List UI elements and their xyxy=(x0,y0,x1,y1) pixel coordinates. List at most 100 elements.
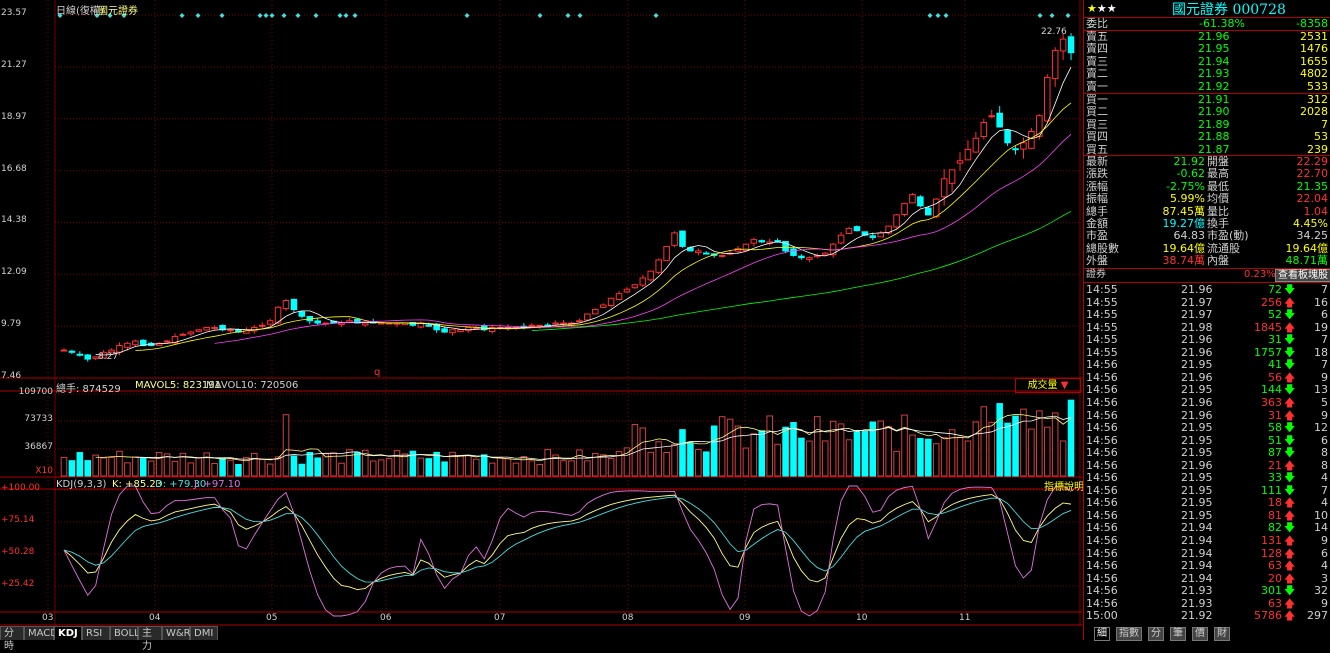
indicator-help-link[interactable]: 指標說明 xyxy=(1044,482,1084,493)
volume-indicator-select[interactable]: 成交量 ▼ xyxy=(1015,378,1081,393)
volume-bar xyxy=(1036,410,1043,477)
candle-body xyxy=(258,324,266,327)
tab-boll[interactable]: BOLL xyxy=(110,626,140,640)
candle-body xyxy=(869,235,877,238)
up-arrow-icon: 🡅 xyxy=(1284,320,1296,334)
price-tick: 14.38 xyxy=(1,215,27,226)
volume-bar xyxy=(219,457,226,477)
tab-wr[interactable]: W&R xyxy=(162,626,191,640)
trade-price: 21.94 xyxy=(1181,521,1213,535)
candle-body xyxy=(203,327,210,331)
volume-bar xyxy=(298,463,306,477)
panel-tab-5[interactable]: 財 xyxy=(1214,627,1230,641)
down-arrow-icon: 🡇 xyxy=(1284,483,1296,497)
event-diamond-marker xyxy=(537,13,543,18)
volume-bar xyxy=(290,455,298,477)
up-arrow-icon: 🡅 xyxy=(1284,559,1296,573)
panel-tab-4[interactable]: 價 xyxy=(1192,627,1208,641)
candle-body xyxy=(702,252,710,255)
volume-bar xyxy=(758,430,766,477)
event-diamond-marker xyxy=(179,13,185,18)
panel-tab-1[interactable]: 指數 xyxy=(1116,627,1142,641)
bid-label: 買二 xyxy=(1086,105,1108,119)
view-sector-button[interactable]: 查看板塊股 xyxy=(1275,269,1330,282)
up-arrow-icon: 🡅 xyxy=(1284,408,1296,422)
volume-tick: 36867 xyxy=(24,442,53,452)
volume-bar xyxy=(449,451,456,477)
mavol-line-10 xyxy=(135,415,1072,460)
volume-bar xyxy=(901,414,908,477)
committee-diff: -8358 xyxy=(1296,17,1328,30)
volume-bar xyxy=(679,429,686,477)
favorite-stars-icon[interactable]: ★★★ xyxy=(1087,2,1117,15)
ask-row: 賣五 21.96 2531 xyxy=(1084,31,1330,43)
up-arrow-icon: 🡅 xyxy=(1284,370,1296,384)
month-tick: 03 xyxy=(42,613,54,623)
panel-tab-0[interactable]: 細 xyxy=(1094,627,1110,641)
bid-row: 買一 21.91 312 xyxy=(1084,94,1330,106)
stat-label: 最低 xyxy=(1207,179,1229,193)
volume-bar xyxy=(607,457,615,477)
trade-row: 14:55 21.96 72 🡇 7 xyxy=(1084,284,1330,296)
price-tick: 21.27 xyxy=(1,59,27,70)
candle-body xyxy=(972,137,980,153)
volume-bar xyxy=(274,456,282,477)
event-diamond-marker xyxy=(295,13,301,18)
tab-[interactable]: 分時 xyxy=(0,626,24,652)
candle-body xyxy=(853,226,861,232)
tab-rsi[interactable]: RSI xyxy=(82,626,110,640)
trade-volume: 82 xyxy=(1268,521,1282,535)
candle-body xyxy=(893,214,900,228)
sector-pct: 0.23% xyxy=(1244,269,1276,280)
trade-row: 14:56 21.95 33 🡇 4 xyxy=(1084,472,1330,484)
stat-label: 最新 xyxy=(1086,155,1108,168)
ask-price: 21.96 xyxy=(1198,30,1230,43)
tab-kdj[interactable]: KDJ xyxy=(54,626,82,640)
volume-bar xyxy=(814,416,821,477)
tab-macd[interactable]: MACD xyxy=(24,626,58,640)
stat-row: 總股數 19.64億 流通股 19.64億 xyxy=(1084,242,1330,255)
volume-bar xyxy=(639,427,647,477)
trade-time: 14:56 xyxy=(1086,358,1118,372)
ask-price: 21.92 xyxy=(1198,79,1230,93)
candle-body xyxy=(362,322,369,326)
volume-bar xyxy=(68,460,76,477)
panel-tab-2[interactable]: 分 xyxy=(1148,627,1164,641)
tab-dmi[interactable]: DMI xyxy=(190,626,218,640)
volume-bar xyxy=(211,462,218,477)
trade-count: 9 xyxy=(1321,408,1328,422)
volume-bar xyxy=(710,425,718,477)
volume-bar xyxy=(544,449,551,477)
ask-label: 賣三 xyxy=(1086,54,1108,68)
volume-bar xyxy=(774,443,781,477)
candle-body xyxy=(671,232,678,246)
trade-row: 14:56 21.95 81 🡅 10 xyxy=(1084,509,1330,522)
tab-[interactable]: 主力 xyxy=(138,626,162,652)
month-tick: 09 xyxy=(739,613,751,623)
event-diamond-marker xyxy=(1037,13,1043,18)
event-diamond-marker xyxy=(1065,13,1071,18)
trade-row: 14:56 21.96 56 🡅 9 xyxy=(1084,370,1330,384)
bid-label: 買四 xyxy=(1086,130,1108,144)
month-tick: 05 xyxy=(266,613,278,623)
kline-chart-area[interactable] xyxy=(0,0,1082,626)
volume-bar xyxy=(132,456,139,477)
trade-count: 5 xyxy=(1321,395,1328,409)
volume-bar xyxy=(806,440,813,477)
volume-bar xyxy=(92,454,99,477)
ask-volume: 1476 xyxy=(1300,42,1328,56)
trade-row: 14:56 21.95 111 🡇 7 xyxy=(1084,483,1330,497)
trade-price: 21.95 xyxy=(1181,483,1213,497)
volume-bar xyxy=(147,460,155,477)
candle-body xyxy=(68,350,76,353)
volume-bar xyxy=(591,452,599,477)
trade-price: 21.95 xyxy=(1181,358,1213,372)
ask-label: 賣五 xyxy=(1086,30,1108,43)
volume-bar xyxy=(576,449,583,477)
price-tick: 16.68 xyxy=(1,163,27,174)
stat-row: 市盈 64.83 市盈(動) 34.25 xyxy=(1084,230,1330,242)
panel-tab-3[interactable]: 筆 xyxy=(1170,627,1186,641)
candle-body xyxy=(663,245,670,262)
bid-price: 21.89 xyxy=(1198,117,1230,131)
volume-bar xyxy=(266,463,274,477)
